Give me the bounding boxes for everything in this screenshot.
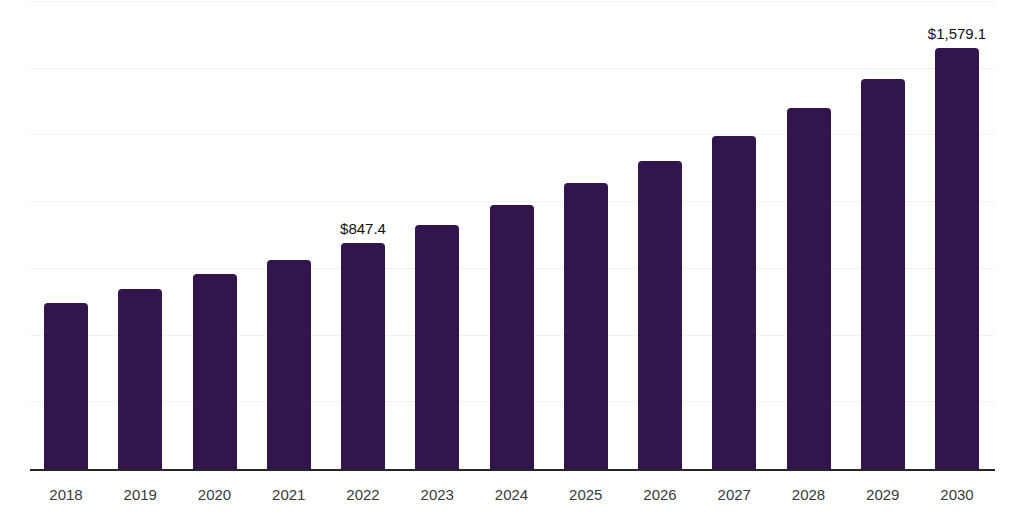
bar-2019 [118, 289, 162, 469]
bar-2025 [564, 183, 608, 469]
x-tick-label-2019: 2019 [124, 486, 157, 503]
gridline-1000 [30, 201, 995, 202]
x-tick-label-2022: 2022 [346, 486, 379, 503]
x-tick-label-2021: 2021 [272, 486, 305, 503]
x-tick-label-2027: 2027 [718, 486, 751, 503]
x-tick-label-2028: 2028 [792, 486, 825, 503]
bar-2021 [267, 260, 311, 469]
bar-2027 [712, 136, 756, 469]
bar-2030 [935, 48, 979, 469]
x-tick-label-2020: 2020 [198, 486, 231, 503]
bar-2028 [787, 108, 831, 469]
gridline-1750 [30, 1, 995, 2]
bar-2024 [490, 205, 534, 469]
market-size-bar-chart: $847.4 $1,579.1 2018 2019 2020 2021 2022 2023 2… [0, 0, 1024, 512]
gridline-1500 [30, 68, 995, 69]
data-label-2030: $1,579.1 [928, 25, 986, 42]
data-label-2022: $847.4 [340, 220, 386, 237]
x-tick-label-2024: 2024 [495, 486, 528, 503]
bar-2018 [44, 303, 88, 469]
x-tick-label-2030: 2030 [940, 486, 973, 503]
gridline-1250 [30, 134, 995, 135]
bar-2022 [341, 243, 385, 469]
bar-2029 [861, 79, 905, 469]
x-tick-label-2023: 2023 [421, 486, 454, 503]
x-tick-label-2025: 2025 [569, 486, 602, 503]
x-tick-label-2026: 2026 [643, 486, 676, 503]
plot-area: $847.4 $1,579.1 [30, 0, 995, 471]
x-tick-label-2029: 2029 [866, 486, 899, 503]
x-tick-label-2018: 2018 [49, 486, 82, 503]
bar-2020 [193, 274, 237, 469]
bar-2023 [415, 225, 459, 469]
bar-2026 [638, 161, 682, 469]
